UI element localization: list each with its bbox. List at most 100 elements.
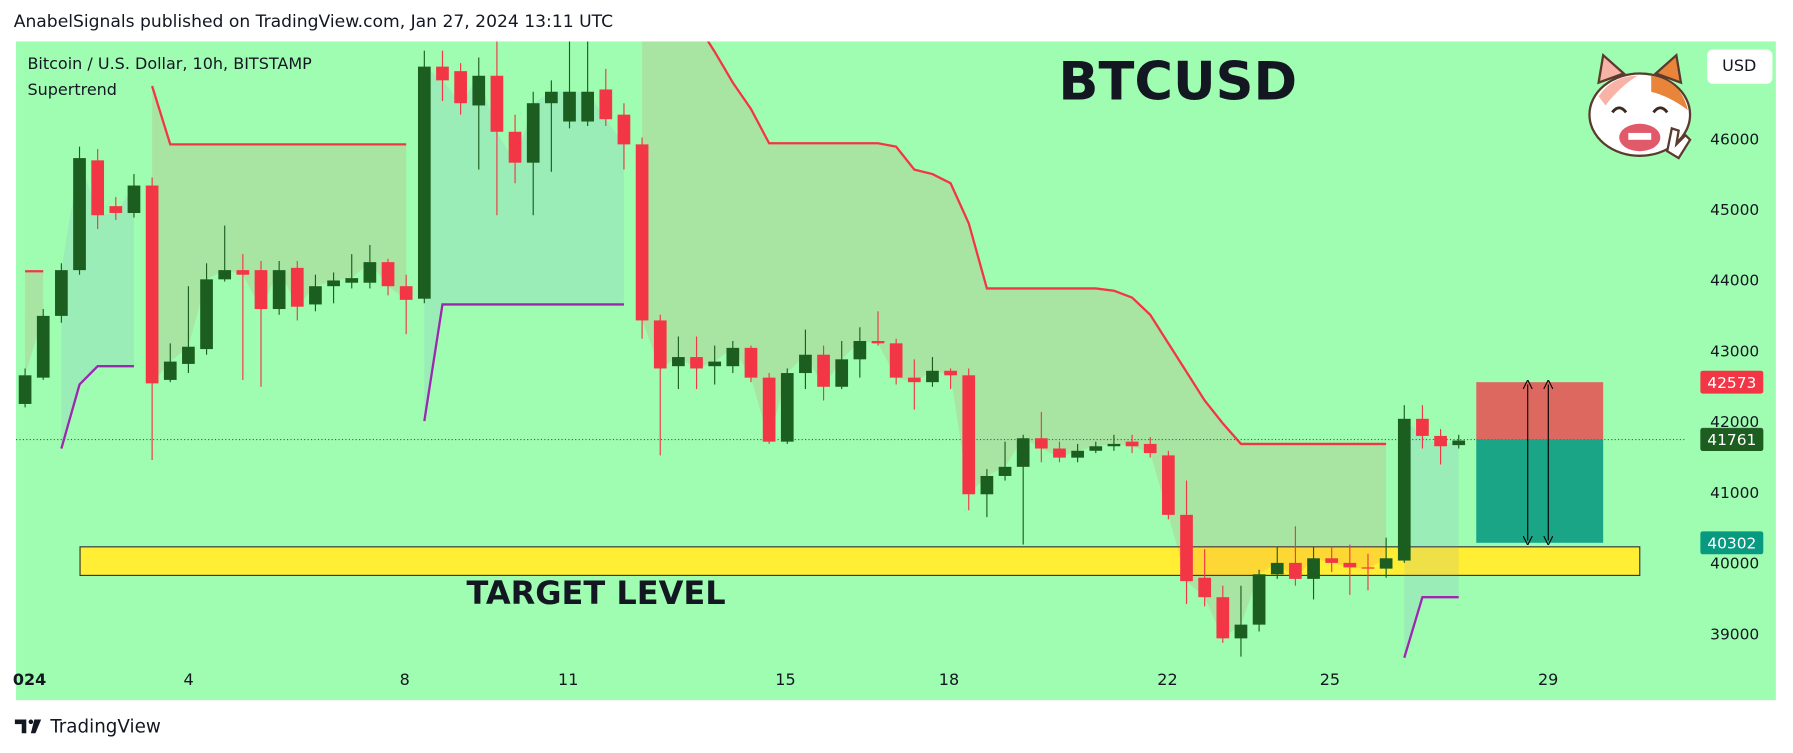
trend-fill [424,66,624,422]
candle-body [708,361,722,367]
candle-body [490,75,504,132]
avatar [1588,52,1692,160]
candle-body [1107,443,1121,447]
tradingview-logo [14,719,42,734]
candle-body [1143,443,1157,454]
y-tick-label: 45000 [1710,201,1759,219]
candle-body [1180,514,1193,582]
y-tick-label: 39000 [1710,625,1759,643]
candle-body [1397,418,1411,561]
candle-body [744,347,758,378]
candle-body [1016,438,1030,467]
x-tick-label: 8 [400,670,410,689]
chart-title: BTCUSD [1058,52,1297,113]
candle-body [962,375,976,495]
candle-body [381,262,395,287]
candle-body [1434,435,1447,447]
currency-label[interactable]: USD [1722,56,1756,75]
candle-body [853,341,867,360]
candle-body [835,359,849,387]
candle-body [1325,558,1339,563]
candle-body [254,270,268,310]
trend-line [151,85,407,146]
y-tick-label: 41000 [1710,484,1759,502]
candle-body [690,357,703,369]
candle-body [889,343,903,378]
candle-body [145,185,159,384]
symbol-legend: Bitcoin / U.S. Dollar, 10h, BITSTAMP [27,54,312,73]
candle-body [345,278,359,283]
candle-body [617,114,631,145]
currency-box[interactable] [1707,49,1773,84]
candle-body [36,315,50,378]
stop-zone [1476,382,1604,440]
candle-body [127,185,141,213]
candle-body [726,347,740,367]
candle-body [1307,558,1320,579]
target-label: TARGET LEVEL [467,574,726,612]
candle-body [272,270,286,310]
candle-body [1125,441,1139,447]
candle-body [1053,448,1066,458]
candle-body [563,91,576,122]
candle-body [1379,558,1393,569]
candle-body [762,377,776,442]
y-tick-label: 43000 [1710,342,1759,360]
candle-body [1452,440,1466,446]
x-tick-label: 22 [1157,670,1177,689]
x-tick-label: 25 [1320,670,1340,689]
price-tag-label: 40302 [1707,534,1756,552]
trend-line [1403,596,1459,659]
trend-fill [152,86,407,384]
candle-body [1162,455,1175,515]
candle-body [1270,562,1284,575]
x-tick-label: 024 [13,670,46,689]
candle-body [1234,624,1248,639]
candle-body [653,320,667,369]
candle-body [91,160,105,216]
plot-area [16,41,1687,659]
candle-body [926,370,939,383]
x-tick-label: 11 [558,670,578,689]
trend-fill [25,271,44,376]
candle-body [73,158,86,271]
candle-body [327,280,340,287]
candle-body [399,286,413,300]
candle-body [1216,597,1230,639]
candle-body [18,375,32,404]
candle-body [1361,567,1375,569]
candle-body [1198,577,1212,598]
price-tag [1700,531,1764,555]
y-tick-label: 44000 [1710,272,1759,290]
candle-body [236,270,250,275]
candle-body [998,466,1012,476]
candle-body [672,357,685,367]
candle-body [436,66,449,81]
candle-body [780,373,794,442]
price-tag-label: 42573 [1707,374,1756,392]
candle-body [218,270,232,280]
y-tick-label: 40000 [1710,555,1759,573]
candle-body [290,267,304,307]
candle-body [635,144,649,321]
y-tick-label: 42000 [1710,413,1759,431]
candle-body [526,103,540,163]
candle-body [1252,574,1266,625]
candle-body [363,262,377,283]
price-tag-label: 41761 [1707,431,1756,449]
candle-body [817,354,830,387]
candle-body [944,370,957,376]
x-tick-label: 29 [1538,670,1558,689]
candle-body [309,286,322,305]
target-zone-box [1476,439,1604,543]
candle-body [200,279,213,350]
candle-body [1343,562,1357,568]
candle-body [1416,418,1429,436]
candle-body [454,71,467,104]
indicator-legend: Supertrend [27,80,117,99]
brand-footer: TradingView [49,717,161,738]
candle-body [508,131,522,163]
candle-body [907,377,921,383]
